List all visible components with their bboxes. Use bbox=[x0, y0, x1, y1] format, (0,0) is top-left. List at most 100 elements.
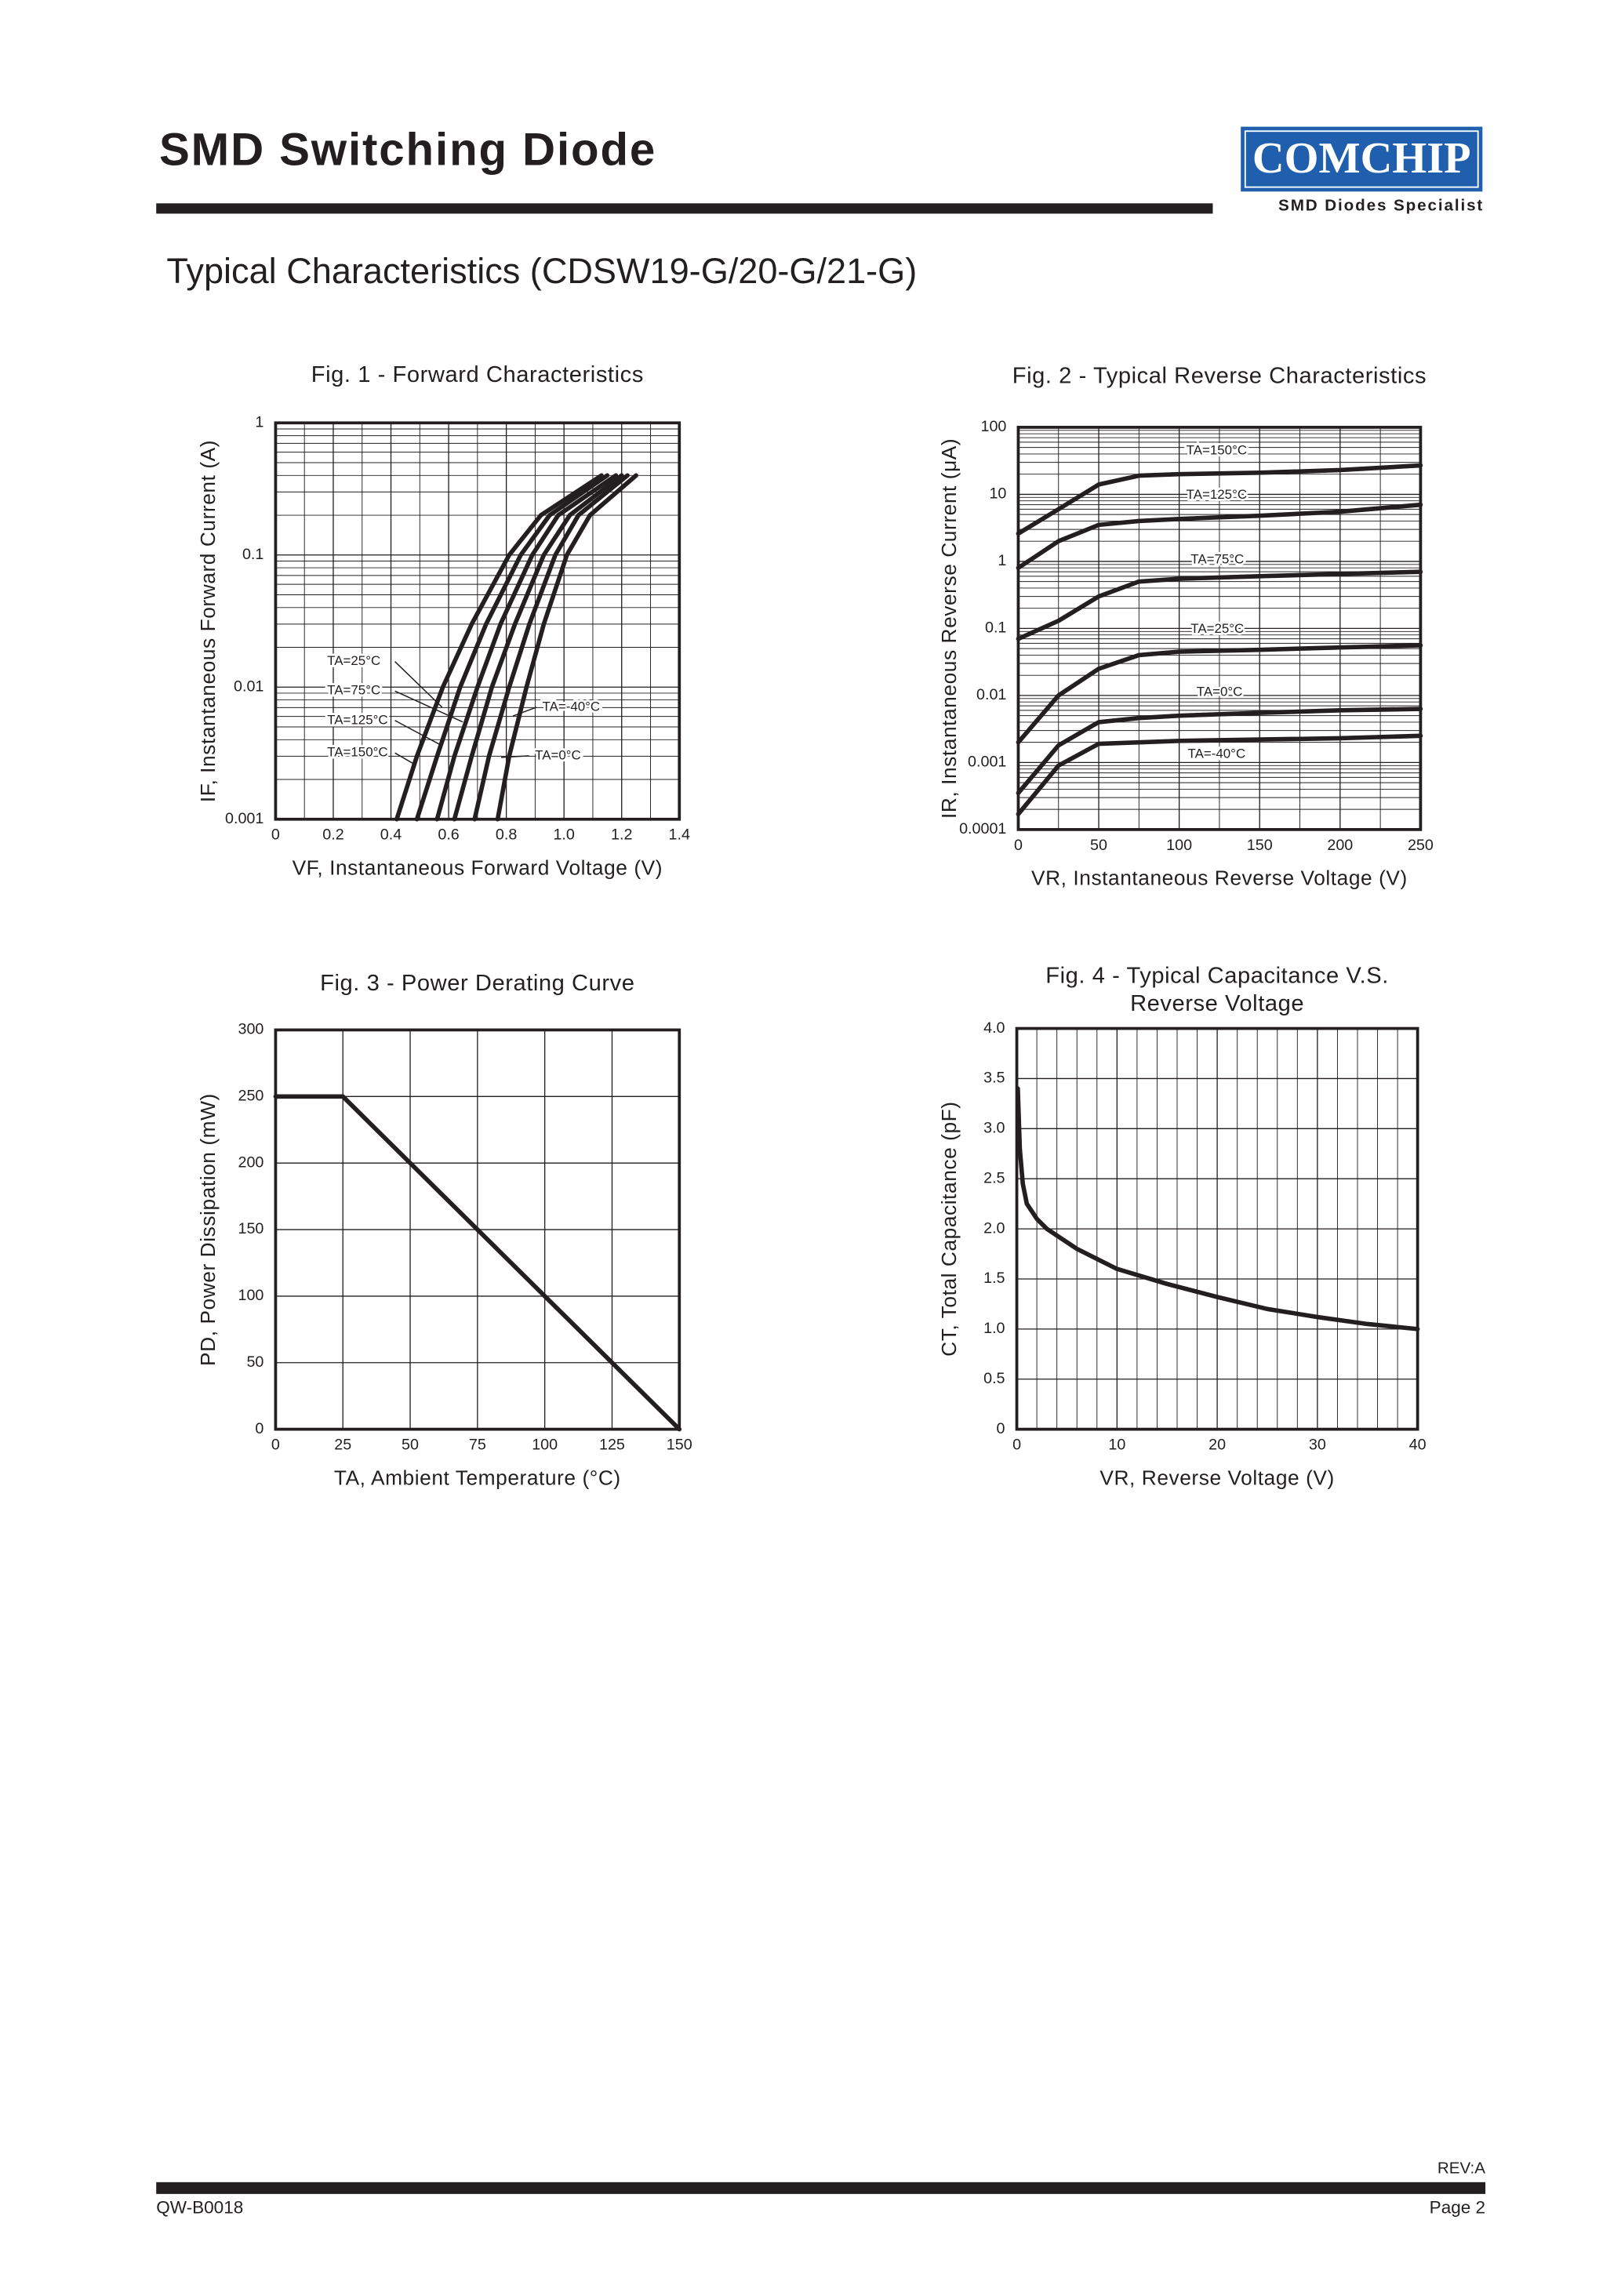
data-line bbox=[1016, 707, 1423, 796]
y-axis-label: PD, Power Dissipation (mW) bbox=[196, 1093, 220, 1366]
data-line bbox=[1016, 1086, 1420, 1331]
x-tick-label: 10 bbox=[1108, 1437, 1125, 1454]
x-tick-label: 100 bbox=[532, 1437, 558, 1454]
y-tick-label: 250 bbox=[238, 1088, 264, 1105]
series-label: TA=-40°C bbox=[1188, 747, 1246, 761]
leader-line bbox=[394, 661, 443, 708]
x-tick-label: 150 bbox=[667, 1437, 692, 1454]
x-tick-label: 1.2 bbox=[611, 826, 632, 844]
data-line bbox=[434, 473, 619, 822]
data-line bbox=[472, 473, 630, 822]
series-label: TA=-40°C bbox=[543, 699, 601, 714]
series-label: TA=75°C bbox=[327, 683, 380, 698]
y-tick-label: 3.5 bbox=[983, 1070, 1005, 1087]
data-line bbox=[1016, 643, 1423, 745]
series-label: TA=0°C bbox=[1197, 685, 1243, 699]
x-tick-label: 200 bbox=[1327, 837, 1353, 854]
x-tick-label: 100 bbox=[1166, 837, 1192, 854]
data-line bbox=[495, 473, 638, 822]
series-label: TA=125°C bbox=[327, 712, 387, 727]
y-tick-label: 0 bbox=[255, 1420, 264, 1437]
leader-line bbox=[394, 720, 440, 745]
data-line bbox=[452, 473, 624, 822]
plot-frame bbox=[1015, 1026, 1419, 1431]
logo-box bbox=[1241, 126, 1483, 192]
y-tick-label: 0.5 bbox=[983, 1370, 1005, 1387]
chart-title: Fig. 1 - Forward Characteristics bbox=[311, 362, 644, 387]
y-tick-label: 100 bbox=[981, 418, 1007, 435]
y-tick-label: 3.0 bbox=[983, 1120, 1005, 1137]
logo-frame bbox=[1244, 130, 1479, 188]
x-tick-label: 30 bbox=[1309, 1437, 1326, 1454]
logo-text: COMCHIP bbox=[1252, 134, 1471, 183]
data-line bbox=[394, 473, 604, 822]
data-line bbox=[1016, 569, 1423, 641]
x-axis-label: VR, Instantaneous Reverse Voltage (V) bbox=[1031, 866, 1408, 890]
x-tick-label: 150 bbox=[1247, 837, 1273, 854]
revision: REV:A bbox=[1437, 2160, 1485, 2178]
x-tick-label: 1.0 bbox=[553, 826, 574, 844]
x-tick-label: 0.8 bbox=[496, 826, 517, 844]
y-tick-label: 1 bbox=[255, 413, 264, 430]
chart: 0 0.2 0.4 0.6 0.8 1.0 1.2 1.4 0.001 0.01 0.1 1 Fig. … bbox=[196, 362, 690, 880]
x-tick-label: 125 bbox=[599, 1437, 625, 1454]
series-label: TA=75°C bbox=[1190, 551, 1244, 566]
x-axis-label: VR, Reverse Voltage (V) bbox=[1099, 1466, 1334, 1489]
x-tick-label: 0 bbox=[1012, 1437, 1021, 1454]
y-tick-label: 0.001 bbox=[968, 754, 1006, 771]
chart-title: Reverse Voltage bbox=[1130, 991, 1304, 1016]
x-tick-label: 20 bbox=[1208, 1437, 1226, 1454]
chart-title: Fig. 3 - Power Derating Curve bbox=[320, 971, 634, 996]
doc-number: QW-B0018 bbox=[156, 2197, 243, 2217]
y-tick-label: 4.0 bbox=[983, 1019, 1005, 1037]
x-axis-label: TA, Ambient Temperature (°C) bbox=[334, 1466, 621, 1489]
y-tick-label: 50 bbox=[246, 1353, 264, 1371]
series-label: TA=0°C bbox=[535, 747, 581, 762]
series-label: TA=150°C bbox=[327, 745, 387, 760]
footer-rule bbox=[156, 2182, 1486, 2194]
x-tick-label: 0 bbox=[271, 1437, 280, 1454]
header-rule bbox=[156, 203, 1213, 214]
x-tick-label: 50 bbox=[1090, 837, 1107, 854]
x-tick-label: 1.4 bbox=[669, 826, 690, 844]
series-label: TA=25°C bbox=[1190, 621, 1244, 636]
subtitle: Typical Characteristics (CDSW19-G/20-G/2… bbox=[166, 251, 917, 291]
series-label: TA=150°C bbox=[1187, 442, 1247, 457]
y-tick-label: 100 bbox=[238, 1287, 264, 1304]
x-tick-label: 75 bbox=[469, 1437, 486, 1454]
y-tick-label: 0.01 bbox=[976, 686, 1006, 703]
chart: 0 50 100 150 200 250 0.0001 0.001 0.01 0.1 1 10 100 F… bbox=[937, 364, 1434, 890]
x-tick-label: 250 bbox=[1408, 837, 1434, 854]
y-tick-label: 0.001 bbox=[225, 810, 264, 827]
y-tick-label: 2.0 bbox=[983, 1219, 1005, 1237]
y-tick-label: 2.5 bbox=[983, 1169, 1005, 1186]
data-line bbox=[273, 1094, 682, 1432]
y-tick-label: 10 bbox=[989, 485, 1006, 503]
x-tick-label: 0 bbox=[1014, 837, 1023, 854]
data-line bbox=[1016, 502, 1423, 571]
x-tick-label: 0 bbox=[271, 826, 280, 844]
page-number: Page 2 bbox=[1430, 2197, 1485, 2217]
y-tick-label: 1.0 bbox=[983, 1320, 1005, 1337]
x-tick-label: 40 bbox=[1409, 1437, 1427, 1454]
x-tick-label: 0.4 bbox=[380, 826, 402, 844]
y-tick-label: 0.1 bbox=[985, 619, 1006, 637]
plot-frame bbox=[1016, 426, 1423, 831]
y-axis-label: IR, Instantaneous Reverse Current (μA) bbox=[937, 438, 961, 819]
leader-line bbox=[394, 752, 413, 764]
data-line bbox=[1016, 463, 1423, 536]
leader-line bbox=[500, 755, 529, 758]
series-label: TA=25°C bbox=[327, 653, 380, 668]
tagline: SMD Diodes Specialist bbox=[1278, 197, 1484, 215]
data-line bbox=[414, 473, 610, 822]
y-tick-label: 0.01 bbox=[234, 678, 264, 695]
data-line bbox=[1016, 733, 1423, 816]
y-tick-label: 1 bbox=[998, 552, 1006, 569]
y-tick-label: 0.0001 bbox=[959, 820, 1006, 837]
y-axis-label: IF, Instantaneous Forward Current (A) bbox=[196, 440, 220, 802]
x-tick-label: 0.6 bbox=[438, 826, 459, 844]
leader-line bbox=[512, 707, 537, 717]
chart-title: Fig. 4 - Typical Capacitance V.S. bbox=[1045, 963, 1389, 988]
